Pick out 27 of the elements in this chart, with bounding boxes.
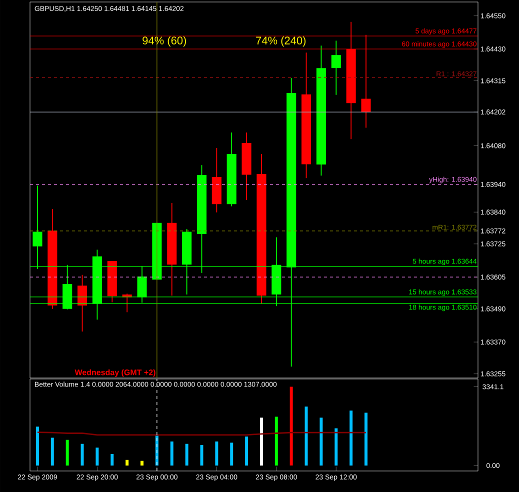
bar bbox=[80, 444, 84, 466]
bar bbox=[334, 428, 338, 466]
bar bbox=[126, 460, 129, 466]
bar bbox=[350, 410, 353, 466]
bar bbox=[364, 412, 368, 466]
bar bbox=[66, 440, 69, 466]
candlestick bbox=[331, 40, 341, 96]
bar bbox=[215, 441, 218, 466]
bar bbox=[274, 416, 278, 466]
bar bbox=[230, 442, 234, 466]
bar bbox=[304, 406, 308, 466]
bar bbox=[140, 460, 144, 466]
candlestick bbox=[77, 274, 88, 332]
bar bbox=[96, 448, 99, 466]
bar bbox=[290, 386, 293, 466]
annotation: 94% (60) bbox=[142, 36, 186, 47]
bar bbox=[170, 441, 174, 466]
bar bbox=[245, 436, 248, 466]
bar bbox=[185, 444, 188, 466]
ref-line-label: Wednesday (GMT +2) bbox=[74, 369, 156, 377]
bar bbox=[50, 438, 54, 466]
bar bbox=[260, 418, 263, 466]
bar bbox=[200, 445, 204, 466]
annotation: 74% (240) bbox=[256, 36, 306, 47]
bar bbox=[36, 426, 39, 466]
bar bbox=[110, 454, 114, 466]
bar bbox=[320, 418, 323, 466]
